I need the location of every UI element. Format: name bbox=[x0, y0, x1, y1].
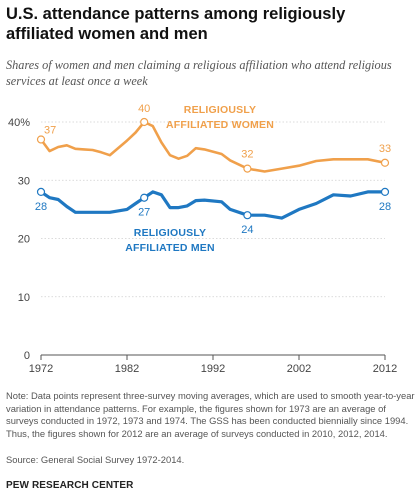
chart-note: Note: Data points represent three-survey… bbox=[6, 390, 415, 440]
y-tick-label: 40% bbox=[8, 117, 30, 129]
series-legend-label: AFFILIATED MEN bbox=[125, 242, 215, 254]
chart-source: Source: General Social Survey 1972-2014. bbox=[6, 454, 185, 465]
grid-lines bbox=[41, 121, 385, 298]
data-label: 28 bbox=[379, 201, 391, 213]
x-tick-label: 2002 bbox=[287, 363, 311, 375]
data-labels: 37 40 32 33 28 27 24 28 bbox=[35, 103, 391, 236]
axes: 0 10 20 30 40% 1972 1982 1992 2002 2012 bbox=[8, 117, 397, 375]
chart-subtitle: Shares of women and men claiming a relig… bbox=[6, 58, 392, 88]
y-tick-label: 20 bbox=[18, 234, 30, 246]
x-tick-label: 1992 bbox=[201, 363, 225, 375]
x-tick-label: 1972 bbox=[29, 363, 53, 375]
data-label: 24 bbox=[241, 224, 253, 236]
series-legend-labels: RELIGIOUSLY AFFILIATED WOMEN RELIGIOUSLY AF… bbox=[125, 104, 274, 254]
data-point-marker bbox=[140, 193, 149, 202]
data-label: 40 bbox=[138, 103, 150, 115]
data-label: 33 bbox=[379, 143, 391, 155]
data-point-marker bbox=[243, 164, 252, 173]
y-tick-label: 10 bbox=[18, 292, 30, 304]
data-point-marker bbox=[36, 187, 46, 196]
series-legend-label: RELIGIOUSLY bbox=[184, 104, 256, 116]
data-point-marker bbox=[243, 211, 252, 220]
men-series-line bbox=[39, 190, 387, 220]
y-tick-label: 0 bbox=[24, 350, 30, 362]
data-label: 32 bbox=[241, 149, 253, 161]
data-point-marker bbox=[36, 135, 46, 144]
chart-title: U.S. attendance patterns among religious… bbox=[6, 5, 346, 43]
series-legend-label: AFFILIATED WOMEN bbox=[166, 119, 274, 131]
x-tick-label: 1982 bbox=[115, 363, 139, 375]
data-label: 27 bbox=[138, 207, 150, 219]
y-tick-label: 30 bbox=[18, 175, 30, 187]
data-point-marker bbox=[380, 158, 390, 167]
series-legend-label: RELIGIOUSLY bbox=[134, 227, 206, 239]
brand-name: PEW RESEARCH CENTER bbox=[6, 480, 134, 491]
series-lines bbox=[36, 117, 390, 220]
women-series-line bbox=[39, 120, 387, 173]
data-point-marker bbox=[380, 187, 390, 196]
data-label: 37 bbox=[44, 124, 56, 136]
data-label: 28 bbox=[35, 201, 47, 213]
x-tick-label: 2012 bbox=[373, 363, 397, 375]
data-point-marker bbox=[140, 117, 149, 127]
